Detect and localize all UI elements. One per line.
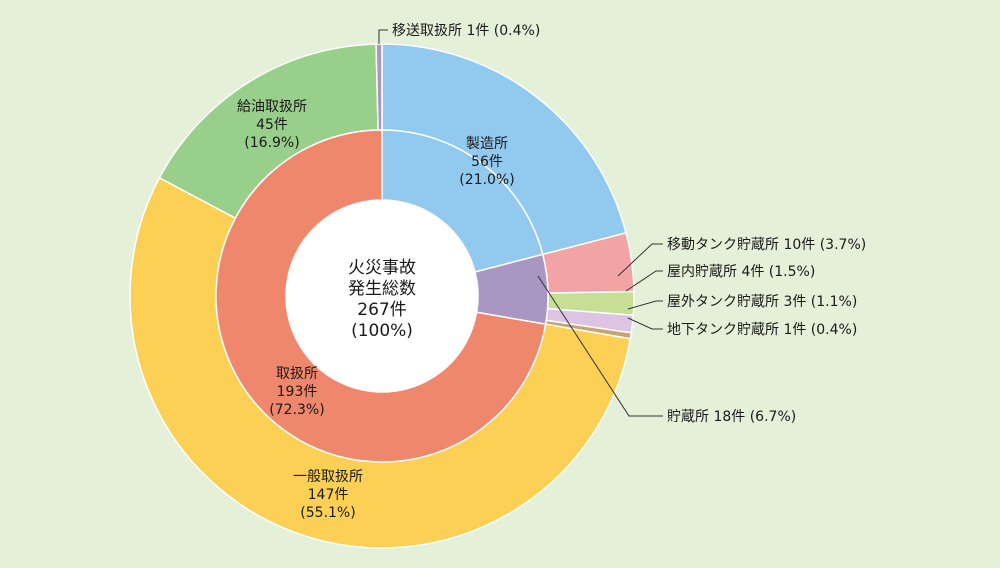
label-toriatsukai-pct: (72.3%) [269, 402, 324, 418]
ext-label-okugai-tank-text: 屋外タンク貯蔵所 3件 (1.1%) [667, 294, 857, 310]
label-ippan-count: 147件 [308, 487, 349, 503]
center-line-1: 火災事故 [348, 258, 416, 278]
ext-label-chika-tank: 地下タンク貯蔵所 1件 (0.4%) [627, 317, 857, 338]
label-kyuyu-pct: (16.9%) [244, 135, 299, 151]
leader-line-okunai [625, 270, 663, 292]
label-seizo-count: 56件 [471, 154, 503, 170]
ext-label-chozo-text: 貯蔵所 18件 (6.7%) [667, 409, 796, 425]
ext-label-chika-tank-text: 地下タンク貯蔵所 1件 (0.4%) [667, 322, 857, 338]
center-line-2: 発生総数 [348, 279, 416, 299]
ext-label-chozo: 貯蔵所 18件 (6.7%) [537, 275, 796, 425]
label-seizo: 製造所 56件 (21.0%) [459, 136, 514, 188]
outer-ring [129, 43, 635, 549]
ext-label-idou-tank: 移動タンク貯蔵所 10件 (3.7%) [617, 237, 866, 277]
ext-label-isou-text: 移送取扱所 1件 (0.4%) [392, 23, 540, 39]
leader-line-chika-tank [627, 317, 663, 330]
leader-line-isou [378, 29, 388, 44]
leader-line-chozo [537, 275, 663, 417]
label-toriatsukai-name: 取扱所 [276, 366, 318, 382]
label-seizo-pct: (21.0%) [459, 172, 514, 188]
center-hole [286, 200, 478, 392]
center-line-4: (100%) [351, 321, 413, 341]
label-toriatsukai-count: 193件 [277, 384, 318, 400]
leader-line-idou-tank [617, 243, 663, 277]
label-kyuyu: 給油取扱所 45件 (16.9%) [237, 99, 307, 151]
inner-ring [215, 129, 549, 463]
leader-line-okugai-tank [627, 300, 663, 310]
center-label: 火災事故 発生総数 267件 (100%) [348, 258, 416, 341]
ext-label-idou-tank-text: 移動タンク貯蔵所 10件 (3.7%) [667, 237, 866, 253]
label-kyuyu-name: 給油取扱所 [237, 99, 307, 115]
label-toriatsukai: 取扱所 193件 (72.3%) [269, 366, 324, 418]
center-line-3: 267件 [357, 300, 406, 320]
label-ippan-name: 一般取扱所 [293, 469, 363, 485]
label-seizo-name: 製造所 [466, 136, 508, 152]
ext-label-okunai: 屋内貯蔵所 4件 (1.5%) [625, 264, 815, 292]
ext-label-okugai-tank: 屋外タンク貯蔵所 3件 (1.1%) [627, 294, 857, 310]
ext-label-okunai-text: 屋内貯蔵所 4件 (1.5%) [667, 264, 815, 280]
label-ippan: 一般取扱所 147件 (55.1%) [293, 469, 363, 521]
label-kyuyu-count: 45件 [256, 117, 288, 133]
ext-label-isou: 移送取扱所 1件 (0.4%) [378, 23, 540, 44]
label-ippan-pct: (55.1%) [300, 505, 355, 521]
